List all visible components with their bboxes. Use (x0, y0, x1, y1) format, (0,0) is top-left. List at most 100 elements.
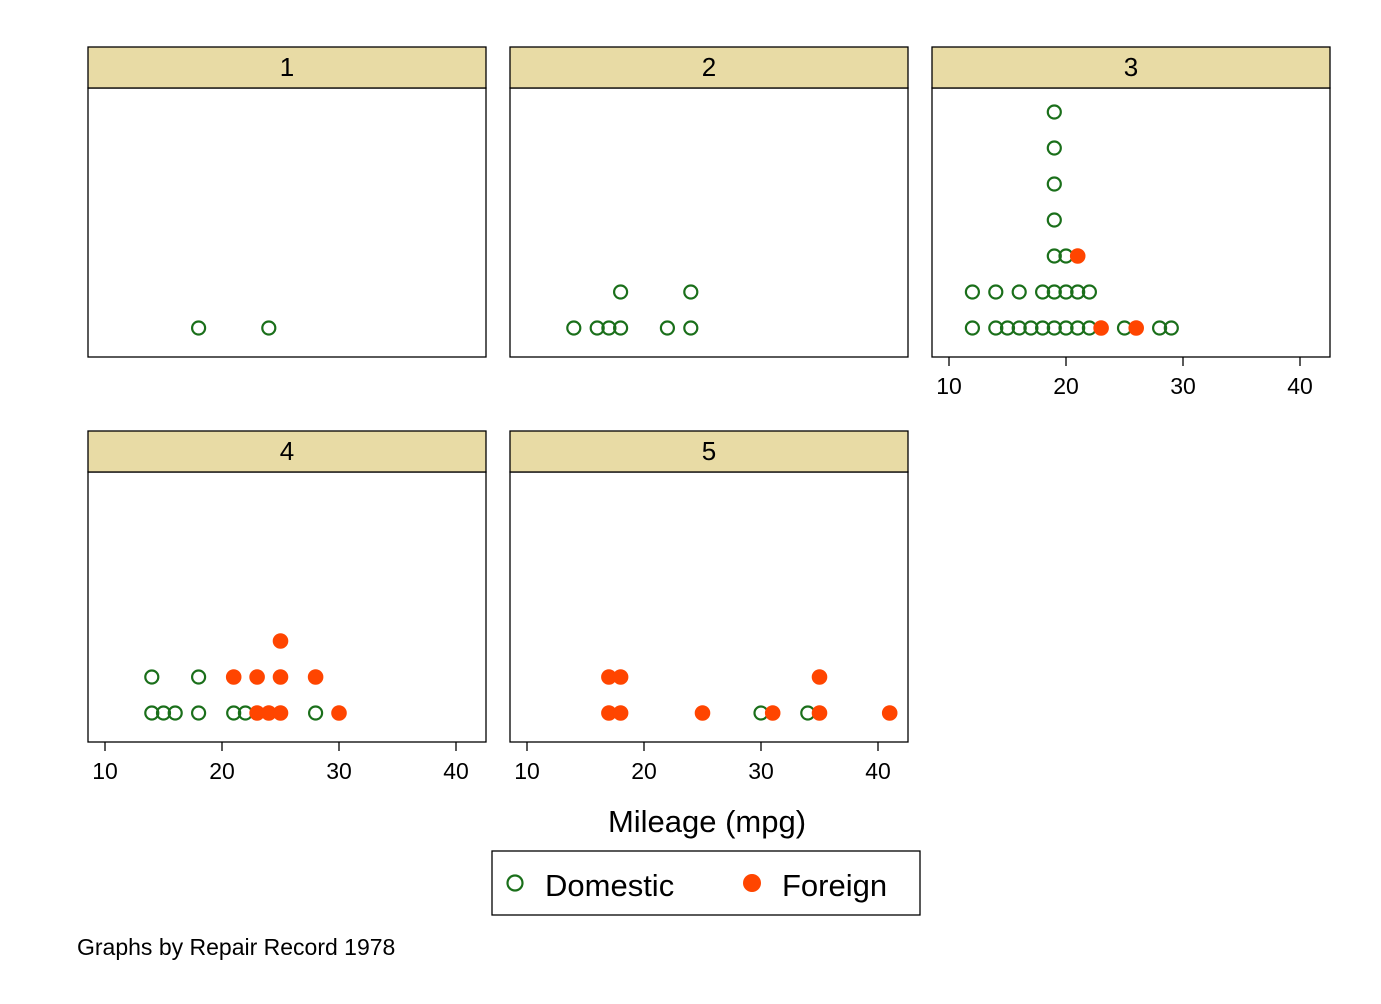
panel-strip (509, 46, 909, 89)
x-tick-label: 20 (209, 758, 235, 784)
x-tick-label: 10 (514, 758, 540, 784)
point-foreign (225, 669, 242, 685)
point-domestic (144, 705, 160, 721)
point-domestic (1046, 212, 1062, 228)
legend-domestic-label: Domestic (545, 868, 674, 903)
legend-domestic-marker (506, 874, 524, 892)
point-foreign (331, 705, 347, 721)
point-domestic (1151, 320, 1168, 336)
point-foreign (1128, 320, 1144, 336)
point-foreign (1093, 320, 1109, 336)
x-axis-title: Mileage (mpg) (608, 804, 806, 839)
point-domestic (1011, 284, 1027, 300)
panel-frame (509, 87, 909, 358)
point-domestic (144, 669, 160, 685)
point-domestic (988, 284, 1004, 300)
point-foreign (612, 669, 629, 685)
panel-strip-label: 1 (280, 52, 294, 82)
x-tick-label: 20 (631, 758, 657, 784)
panel-3: 3 10 20 30 40 (931, 46, 1331, 399)
panel-strip (509, 430, 909, 473)
point-domestic (1046, 176, 1062, 192)
point-domestic (601, 320, 617, 336)
point-domestic (1023, 320, 1039, 336)
panel-frame (87, 471, 487, 743)
point-domestic (683, 320, 699, 336)
point-domestic (1046, 320, 1062, 336)
panel-strip-label: 3 (1124, 52, 1138, 82)
legend: Domestic Foreign (491, 850, 921, 916)
x-tick-label: 20 (1053, 373, 1079, 399)
point-domestic (226, 705, 242, 721)
point-foreign (272, 633, 289, 649)
x-tick-label: 10 (936, 373, 962, 399)
panels-layer: 1 2 3 10 20 30 40 4 10 20 30 40 5 10 20 30 40 (87, 46, 1331, 784)
point-domestic (683, 284, 699, 300)
point-domestic (612, 284, 629, 300)
panel-strip-label: 5 (702, 436, 716, 466)
point-foreign (764, 705, 781, 721)
point-domestic (261, 320, 277, 336)
point-domestic (167, 705, 183, 721)
panel-strip (87, 430, 487, 473)
point-foreign (1069, 248, 1086, 264)
point-foreign (881, 705, 898, 721)
panel-frame (931, 87, 1331, 358)
point-domestic (1046, 140, 1062, 156)
point-domestic (1046, 248, 1062, 264)
point-domestic (1081, 284, 1098, 300)
point-foreign (694, 705, 711, 721)
legend-foreign-marker (743, 874, 761, 892)
point-foreign (249, 705, 265, 721)
point-foreign (272, 705, 289, 721)
point-domestic (308, 705, 324, 721)
point-foreign (811, 705, 828, 721)
point-foreign (601, 669, 617, 685)
panel-2: 2 (509, 46, 909, 358)
point-domestic (1046, 104, 1062, 120)
panel-strip (87, 46, 487, 89)
point-domestic (1011, 320, 1027, 336)
by-note: Graphs by Repair Record 1978 (77, 934, 395, 960)
panel-5: 5 10 20 30 40 (509, 430, 909, 784)
x-tick-label: 40 (1287, 373, 1313, 399)
point-domestic (988, 320, 1004, 336)
x-tick-label: 40 (443, 758, 469, 784)
panel-4: 4 10 20 30 40 (87, 430, 487, 784)
point-foreign (612, 705, 629, 721)
x-tick-label: 30 (1170, 373, 1196, 399)
x-tick-label: 10 (92, 758, 118, 784)
point-domestic (589, 320, 605, 336)
x-tick-label: 40 (865, 758, 891, 784)
point-domestic (1058, 284, 1074, 300)
panel-frame (509, 471, 909, 743)
point-domestic (1058, 320, 1074, 336)
point-foreign (811, 669, 828, 685)
point-foreign (261, 705, 277, 721)
point-foreign (249, 669, 265, 685)
point-domestic (964, 284, 981, 300)
x-tick-label: 30 (326, 758, 352, 784)
point-domestic (1046, 284, 1062, 300)
legend-foreign-label: Foreign (782, 868, 887, 903)
point-domestic (1163, 320, 1179, 336)
point-domestic (566, 320, 582, 336)
panel-strip-label: 4 (280, 436, 294, 466)
x-tick-label: 30 (748, 758, 774, 784)
point-foreign (601, 705, 617, 721)
panel-frame (87, 87, 487, 358)
point-domestic (659, 320, 676, 336)
point-domestic (1070, 320, 1086, 336)
legend-frame (491, 850, 921, 916)
point-domestic (1034, 284, 1051, 300)
point-domestic (964, 320, 981, 336)
point-domestic (191, 320, 207, 336)
point-foreign (272, 669, 289, 685)
point-domestic (191, 669, 207, 685)
panel-strip (931, 46, 1331, 89)
point-domestic (1034, 320, 1051, 336)
point-domestic (999, 320, 1016, 336)
point-foreign (307, 669, 324, 685)
point-domestic (191, 705, 207, 721)
